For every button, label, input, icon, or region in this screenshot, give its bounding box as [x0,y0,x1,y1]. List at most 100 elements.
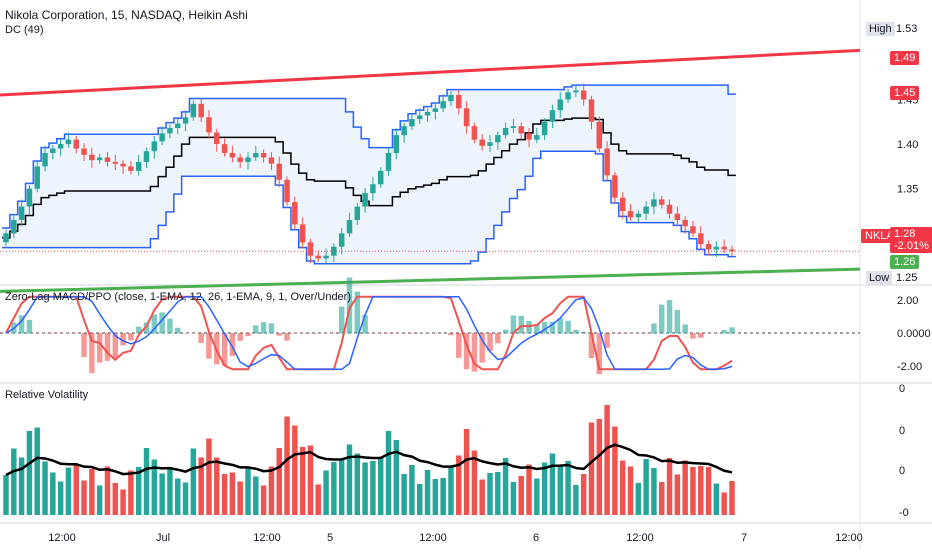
price-tick-label: 1.40 [897,139,918,151]
candle-body [495,135,501,143]
time-tick-label: Jul [156,532,170,544]
volatility-bar [65,467,72,515]
macd-histogram-bar [42,333,48,334]
candle-body [151,141,158,152]
volatility-bar [619,460,626,515]
candle-body [440,101,446,109]
volatility-bar [409,465,415,515]
macd-histogram-bar [135,326,142,334]
macd-histogram-bar [424,333,431,334]
candle-body [42,153,48,167]
macd-histogram-bar [34,333,40,334]
candle-body [627,211,634,218]
candle-body [643,206,649,214]
volatility-bar [167,467,173,515]
volatility-bar [315,484,321,515]
macd-histogram-bar [57,333,64,334]
macd-histogram-bar [190,333,197,334]
time-tick-label: 12:00 [48,532,76,544]
macd-histogram-bar [104,333,111,361]
macd-histogram-bar [440,333,446,334]
macd-histogram-bar [3,333,9,334]
volatility-bar [260,485,267,515]
volatility-bar [175,478,181,515]
volatility-bar [424,470,431,515]
candle-body [729,249,735,252]
high-label: High [866,22,895,36]
macd-histogram-bar [96,333,103,363]
price-change: -2.01% [894,240,929,252]
candle-body [385,153,392,171]
time-tick-label: 7 [741,532,747,544]
candle-body [604,148,610,176]
macd-histogram-bar [260,322,267,334]
volatility-bar [713,483,720,515]
macd-histogram-bar [307,333,314,334]
volatility-tick-label: -0 [899,507,909,519]
candle-body [635,213,642,218]
candle-body [73,139,79,149]
macd-line [5,295,733,371]
candle-body [221,144,228,153]
macd-histogram-bar [596,333,603,375]
volatility-bar [112,483,119,515]
volatility-bar [401,474,407,515]
volatility-bar [479,479,485,515]
volatility-bar [487,473,493,515]
volatility-bar [729,481,735,515]
macd-histogram-bar [495,333,501,344]
candle-body [557,99,563,111]
macd-histogram-bar [651,323,657,334]
macd-histogram-bar [26,319,33,334]
candle-body [417,115,423,120]
volatility-bar [159,473,165,515]
macd-histogram-bar [573,329,579,334]
volatility-bar [3,475,9,515]
macd-histogram-bar [456,333,462,358]
volatility-bar [651,468,657,515]
candle-body [276,163,282,180]
candle-body [214,132,220,145]
macd-histogram-bar [401,333,407,334]
candle-body [471,126,478,140]
candle-body [354,206,361,220]
macd-histogram-bar [721,329,727,334]
candle-body [299,224,306,243]
macd-histogram-bar [565,320,571,334]
candle-body [104,157,111,162]
volatility-bar [276,448,282,515]
macd-signal-line [5,295,733,371]
volatility-bar [245,467,251,515]
macd-histogram-bar [284,333,290,341]
candle-body [346,219,353,234]
candle-body [510,126,517,128]
macd-histogram-bar [479,333,485,363]
volatility-bar [11,448,17,515]
volatility-bar [385,431,392,515]
macd-histogram-bar [635,333,642,334]
candle-body [666,204,673,214]
volatility-bar [307,445,314,515]
macd-histogram-bar [666,300,673,334]
volatility-bar [57,481,64,515]
candle-body [612,175,618,198]
volatility-bar [268,466,275,515]
volatility-bar [557,465,563,515]
volatility-bar [214,457,220,515]
macd-histogram-bar [292,333,298,334]
candle-body [377,170,384,185]
candle-body [705,244,712,250]
macd-histogram-bar [518,315,524,334]
macd-histogram-bar [713,333,720,334]
candle-body [175,123,181,128]
macd-histogram-bar [198,333,204,344]
macd-histogram-bar [346,277,353,334]
candle-body [674,213,681,220]
candle-body [401,126,407,136]
volatility-bar [50,472,56,515]
red-level-tag: 1.45 [890,86,920,100]
candle-body [135,161,142,171]
candle-body [315,255,321,259]
volatility-bar [456,455,462,515]
